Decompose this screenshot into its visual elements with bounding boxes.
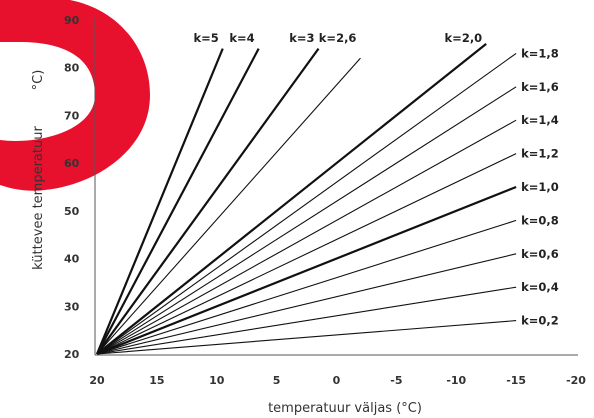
x-tick-label: -20 bbox=[566, 374, 586, 387]
x-tick-label: 5 bbox=[273, 374, 281, 387]
series-line-k-2-0 bbox=[96, 42, 487, 355]
series-label-k-1-8: k=1,8 bbox=[521, 46, 559, 60]
x-tick-label: 10 bbox=[209, 374, 225, 387]
series-line-k-4 bbox=[96, 48, 260, 355]
series-label-k-0-2: k=0,2 bbox=[521, 314, 559, 328]
plot-lines bbox=[95, 42, 517, 356]
series-label-k-2-6: k=2,6 bbox=[319, 31, 357, 45]
series-line-k-3 bbox=[96, 47, 320, 355]
y-tick-label: 50 bbox=[64, 205, 80, 218]
series-label-k-1-2: k=1,2 bbox=[521, 147, 559, 161]
series-line-k-0-6 bbox=[96, 253, 517, 355]
y-tick-labels: 20 30 40 50 60 70 80 90 bbox=[64, 14, 80, 361]
y-tick-label: 80 bbox=[64, 62, 80, 75]
x-tick-label: 15 bbox=[149, 374, 164, 387]
series-line-k-1-0 bbox=[96, 185, 517, 356]
series-label-k-4: k=4 bbox=[229, 31, 254, 45]
series-label-k-1-4: k=1,4 bbox=[521, 113, 559, 127]
x-tick-label: 20 bbox=[89, 374, 105, 387]
series-label-k-0-8: k=0,8 bbox=[521, 213, 559, 227]
series-label-k-0-6: k=0,6 bbox=[521, 247, 559, 261]
y-axis-unit: °C) bbox=[31, 70, 46, 91]
y-tick-label: 40 bbox=[64, 253, 80, 266]
series-label-k-1-6: k=1,6 bbox=[521, 80, 559, 94]
series-line-k-1-4 bbox=[96, 119, 517, 355]
series-line-k-5 bbox=[95, 48, 224, 355]
series-label-k-1-0: k=1,0 bbox=[521, 180, 559, 194]
series-line-k-1-8 bbox=[96, 52, 517, 355]
x-tick-label: 0 bbox=[333, 374, 341, 387]
x-tick-label: -5 bbox=[390, 374, 402, 387]
series-line-k-0-4 bbox=[96, 286, 517, 355]
y-tick-label: 30 bbox=[64, 300, 80, 313]
y-tick-label: 60 bbox=[64, 157, 80, 170]
series-line-k-0-2 bbox=[96, 320, 517, 355]
series-label-k-2-0: k=2,0 bbox=[445, 31, 483, 45]
series-line-k-0-8 bbox=[96, 219, 517, 355]
y-tick-label: 70 bbox=[64, 109, 80, 122]
watermark-shape bbox=[0, 0, 150, 191]
series-line-k-1-2 bbox=[96, 153, 517, 355]
y-tick-label: 90 bbox=[64, 14, 80, 27]
series-line-k-1-6 bbox=[96, 86, 517, 355]
series-labels: k=0,2 k=0,4 k=0,6 k=0,8 k=1,0 k=1,2 k=1,4 k=1,6… bbox=[193, 31, 558, 328]
x-tick-label: -15 bbox=[506, 374, 526, 387]
series-label-k-5: k=5 bbox=[193, 31, 218, 45]
y-tick-label: 20 bbox=[64, 348, 80, 361]
y-axis-label: küttevee temperatuur bbox=[31, 126, 46, 270]
x-axis-label: temperatuur väljas (°C) bbox=[268, 401, 422, 416]
series-line-k-2-6 bbox=[96, 57, 361, 355]
series-label-k-0-4: k=0,4 bbox=[521, 280, 559, 294]
x-tick-label: -10 bbox=[446, 374, 466, 387]
series-label-k-3: k=3 bbox=[289, 31, 314, 45]
x-tick-labels: 20 15 10 5 0 -5 -10 -15 -20 bbox=[89, 374, 586, 387]
